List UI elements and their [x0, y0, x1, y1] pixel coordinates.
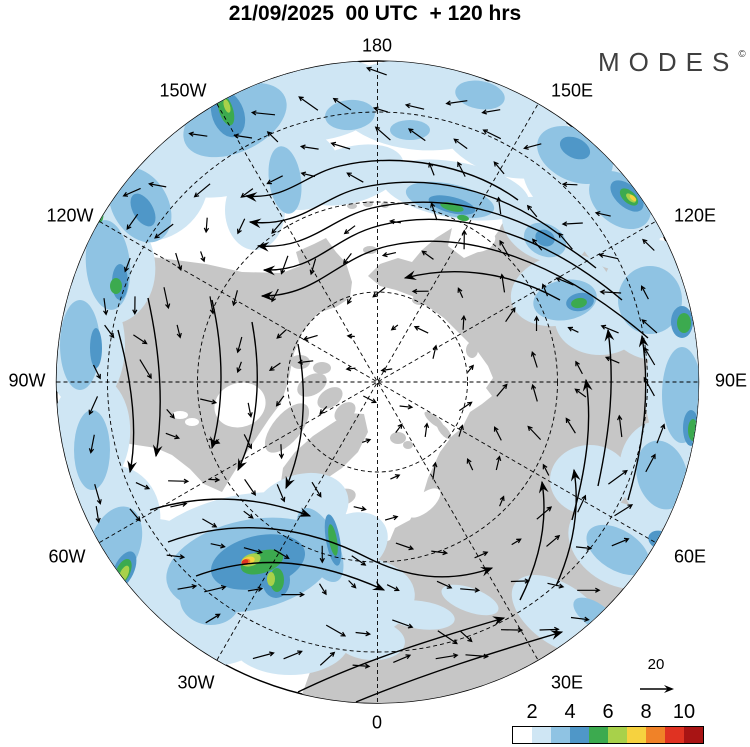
copyright-icon: © — [738, 49, 746, 60]
lon-label-150w: 150W — [159, 80, 207, 101]
lon-label-0: 0 — [371, 712, 383, 733]
reference-arrow-value: 20 — [647, 656, 665, 673]
colorbar-tick: 6 — [602, 701, 614, 723]
lon-label-60w: 60W — [48, 546, 86, 567]
colorbar-tick: 4 — [564, 701, 576, 723]
lon-label-30w: 30W — [177, 672, 215, 693]
wind-arrows-layer — [88, 66, 666, 669]
lon-label-150e: 150E — [550, 80, 594, 101]
streamlines-layer — [117, 159, 649, 703]
colorbar-tick: 8 — [640, 701, 652, 723]
lon-label-120e: 120E — [673, 205, 717, 226]
lon-label-120w: 120W — [46, 205, 94, 226]
colorbar-legend: 2 4 6 8 10 — [512, 701, 706, 745]
page-title: 21/09/2025 00 UTC + 120 hrs — [228, 2, 522, 25]
reference-arrow-icon — [640, 685, 674, 693]
lon-label-30e: 30E — [550, 672, 584, 693]
inland-water-layer — [172, 231, 496, 518]
modes-logo: MODES© — [598, 47, 746, 78]
lon-label-180: 180 — [361, 35, 393, 56]
reference-arrow-legend: 20 — [628, 656, 692, 698]
modes-logo-text: MODES — [598, 47, 739, 77]
lon-label-60e: 60E — [673, 546, 707, 567]
colorbar-scale — [512, 726, 704, 744]
colorbar-tick: 2 — [526, 701, 538, 723]
lon-label-90e: 90E — [714, 370, 748, 391]
lon-label-90w: 90W — [8, 370, 46, 391]
colorbar-tick: 10 — [672, 701, 696, 723]
